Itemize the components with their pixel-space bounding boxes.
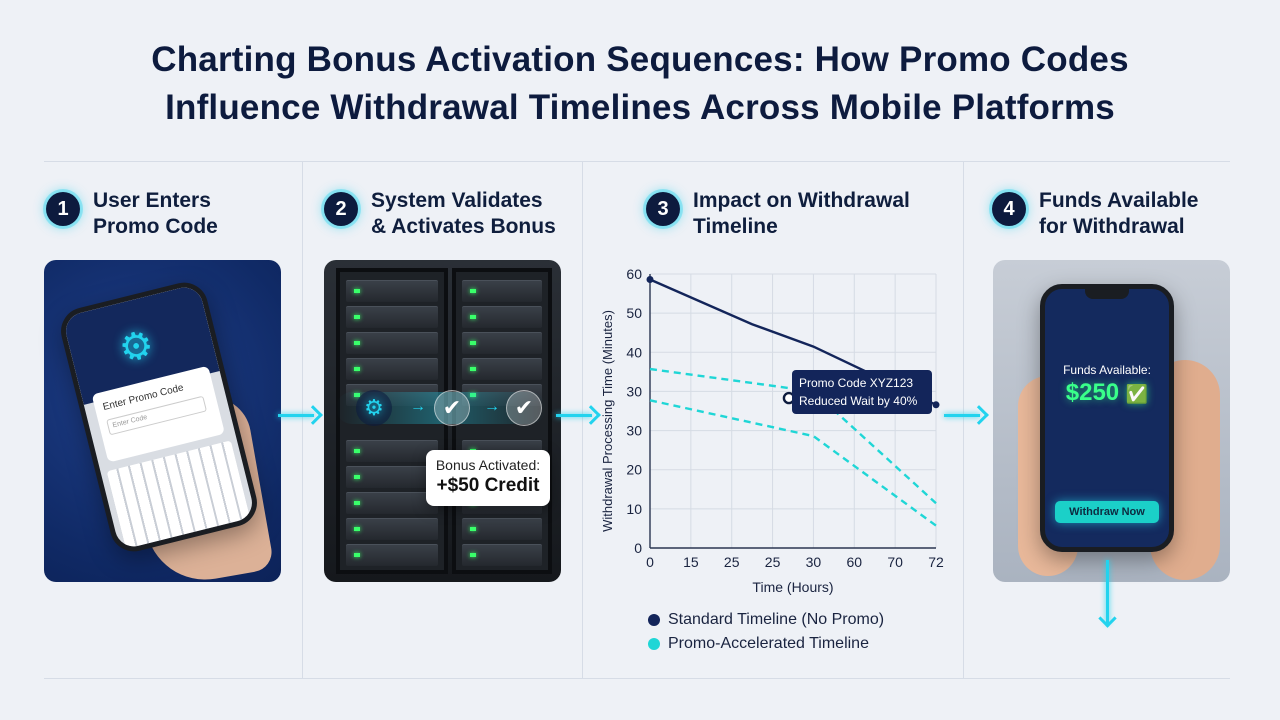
check-circle-icon: ✅ (1125, 384, 1149, 404)
step-3-header: 3 Impact on Withdrawal Timeline (646, 188, 910, 240)
arrow-right-icon (944, 404, 989, 426)
step-1-badge: 1 (46, 192, 80, 226)
withdrawal-timeline-chart: 0 15 25 25 30 60 70 72 0 10 20 30 30 40 50 60 Time (Hour… (600, 266, 944, 595)
step-2-badge: 2 (324, 192, 358, 226)
y-axis-label: Withdrawal Processing Time (Minutes) (600, 310, 615, 532)
withdraw-now-button[interactable]: Withdraw Now (1055, 501, 1159, 523)
legend-swatch-standard (648, 614, 660, 626)
x-tick-label: 60 (846, 554, 862, 570)
funds-available-label: Funds Available: (1063, 363, 1151, 377)
y-tick-label: 40 (626, 344, 642, 360)
y-tick-label: 30 (626, 423, 642, 439)
top-divider (44, 161, 1230, 162)
check-icon: ✔ (434, 390, 470, 426)
column-divider-3 (963, 162, 964, 678)
y-tick-label: 60 (626, 266, 642, 282)
step-2-label: System Validates & Activates Bonus (371, 189, 556, 238)
data-point (932, 401, 940, 409)
funds-phone: Funds Available: $250 ✅ Withdraw Now (1040, 284, 1174, 552)
step-4-header: 4 Funds Available for Withdrawal (992, 188, 1198, 240)
annotation-line-2: Reduced Wait by 40% (799, 394, 918, 408)
arrow-right-icon: → (410, 398, 426, 415)
y-tick-label: 30 (626, 383, 642, 399)
bottom-divider (44, 678, 1230, 679)
y-tick-label: 20 (626, 462, 642, 478)
x-tick-label: 0 (646, 554, 654, 570)
server-rack-left (336, 268, 448, 574)
legend-label-standard: Standard Timeline (No Promo) (668, 611, 885, 628)
series-line-promo (649, 399, 937, 527)
column-divider-1 (302, 162, 303, 678)
legend-item-promo: Promo-Accelerated Timeline (648, 632, 884, 656)
x-tick-label: 70 (887, 554, 903, 570)
bonus-activated-callout: Bonus Activated: +$50 Credit (426, 450, 550, 506)
funds-amount: $250 (1065, 379, 1120, 406)
legend-label-promo: Promo-Accelerated Timeline (668, 635, 869, 652)
x-tick-label: 30 (806, 554, 822, 570)
series-line-promo (649, 367, 937, 505)
legend-item-standard: Standard Timeline (No Promo) (648, 608, 884, 632)
y-tick-label: 50 (626, 305, 642, 321)
bonus-credit-value: +$50 Credit (436, 475, 540, 496)
arrow-right-icon (278, 404, 323, 426)
check-icon: ✔ (506, 390, 542, 426)
page-title: Charting Bonus Activation Sequences: How… (0, 36, 1280, 132)
legend-swatch-promo (648, 638, 660, 650)
x-tick-label: 25 (765, 554, 781, 570)
x-tick-label: 15 (683, 554, 699, 570)
data-point (646, 275, 654, 283)
arrow-down-icon (1098, 560, 1118, 632)
chart-legend: Standard Timeline (No Promo) Promo-Accel… (648, 608, 884, 656)
title-line-2: Influence Withdrawal Timelines Across Mo… (165, 88, 1115, 127)
gear-icon: ⚙ (356, 390, 392, 426)
step-3-badge: 3 (646, 192, 680, 226)
annotation-box (792, 370, 932, 414)
step-1-header: 1 User Enters Promo Code (46, 188, 218, 240)
funds-available-value: $250 ✅ (1045, 379, 1169, 407)
bonus-activated-label: Bonus Activated: (435, 457, 541, 473)
arrow-right-icon (556, 404, 601, 426)
column-divider-2 (582, 162, 583, 678)
x-tick-label: 72 (928, 554, 944, 570)
step-3-label: Impact on Withdrawal Timeline (693, 189, 910, 238)
step-4-badge: 4 (992, 192, 1026, 226)
step-4-label: Funds Available for Withdrawal (1039, 189, 1199, 238)
phone-notch (1085, 289, 1129, 299)
y-tick-label: 0 (634, 540, 642, 556)
x-axis-label: Time (Hours) (752, 579, 833, 595)
y-tick-label: 10 (626, 501, 642, 517)
step-1-label: User Enters Promo Code (93, 189, 218, 238)
step-2-header: 2 System Validates & Activates Bonus (324, 188, 556, 240)
x-tick-label: 25 (724, 554, 740, 570)
arrow-right-icon: → (484, 398, 500, 415)
annotation-line-1: Promo Code XYZ123 (799, 376, 913, 390)
title-line-1: Charting Bonus Activation Sequences: How… (151, 40, 1129, 79)
